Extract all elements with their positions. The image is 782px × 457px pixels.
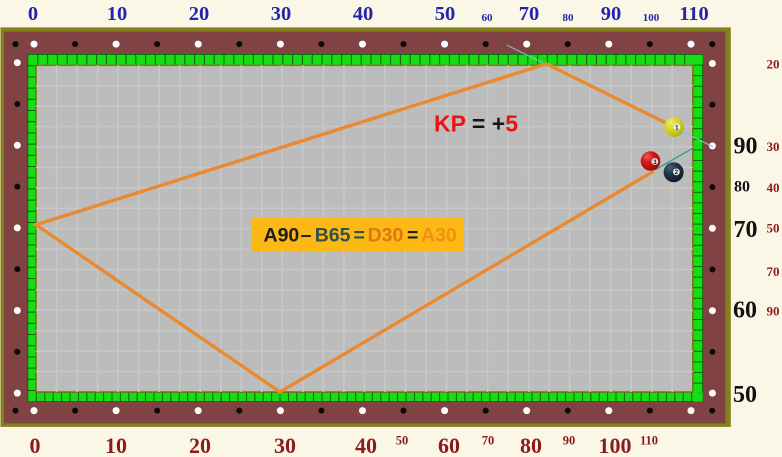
svg-text:80: 80	[520, 433, 542, 457]
svg-text:A90–B65=D30=A30: A90– B65 = D30 = A30	[264, 224, 457, 246]
svg-text:50: 50	[733, 382, 757, 408]
svg-text:40: 40	[767, 180, 780, 195]
svg-text:3: 3	[653, 159, 657, 166]
svg-text:0: 0	[30, 433, 41, 457]
svg-text:0: 0	[28, 3, 38, 25]
svg-text:80: 80	[563, 12, 575, 24]
svg-text:30: 30	[271, 3, 292, 25]
svg-text:30: 30	[274, 433, 296, 457]
svg-text:80: 80	[734, 179, 750, 196]
svg-text:20: 20	[189, 433, 211, 457]
svg-text:10: 10	[105, 433, 127, 457]
svg-text:70: 70	[767, 264, 780, 279]
svg-text:100: 100	[599, 433, 632, 457]
svg-text:90: 90	[767, 304, 780, 319]
svg-text:50: 50	[396, 434, 409, 448]
svg-text:90: 90	[563, 434, 576, 448]
svg-text:100: 100	[643, 12, 660, 24]
svg-text:60: 60	[482, 12, 494, 24]
svg-text:70: 70	[482, 434, 495, 448]
svg-text:20: 20	[767, 57, 780, 72]
svg-text:1: 1	[675, 124, 679, 131]
svg-text:KP = +5: KP = +5	[434, 110, 518, 136]
svg-text:2: 2	[675, 169, 679, 176]
svg-text:90: 90	[601, 3, 622, 25]
svg-text:10: 10	[107, 3, 128, 25]
svg-text:60: 60	[733, 298, 757, 324]
svg-text:20: 20	[189, 3, 210, 25]
svg-text:30: 30	[767, 139, 780, 154]
svg-text:110: 110	[679, 3, 709, 25]
svg-text:110: 110	[640, 434, 658, 448]
svg-text:50: 50	[767, 221, 780, 236]
svg-text:50: 50	[435, 3, 456, 25]
svg-text:70: 70	[519, 3, 540, 25]
svg-text:70: 70	[734, 217, 758, 243]
svg-text:90: 90	[734, 134, 758, 160]
svg-text:40: 40	[353, 3, 374, 25]
svg-text:60: 60	[438, 433, 460, 457]
svg-text:40: 40	[355, 433, 377, 457]
